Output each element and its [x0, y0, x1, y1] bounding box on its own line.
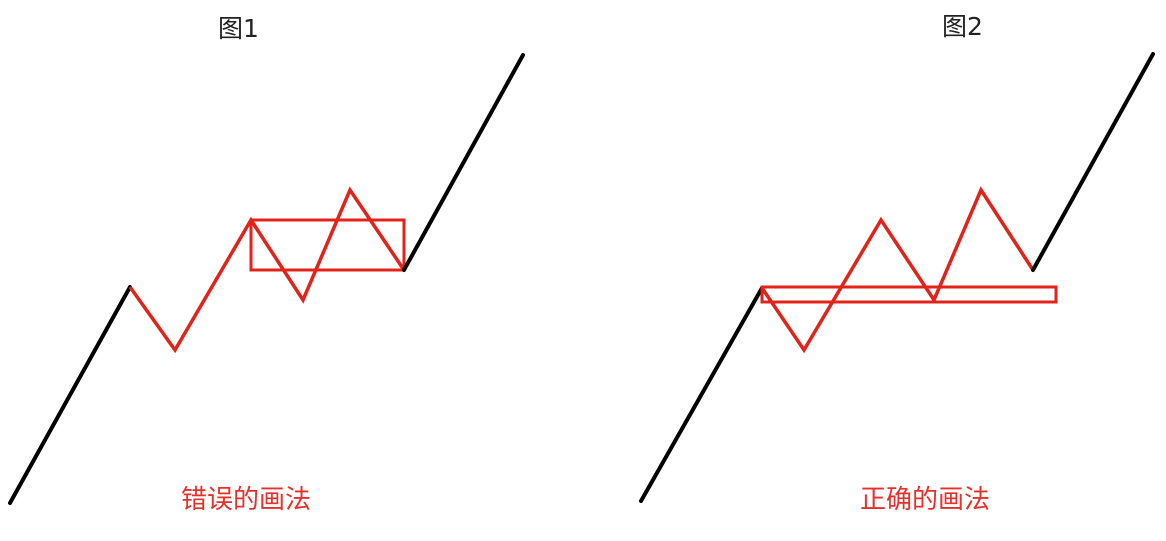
figure-1-box [249, 218, 406, 272]
figure-2-zigzag [760, 186, 1035, 354]
figure-2-box [760, 285, 1058, 304]
figure-1-caption: 错误的画法 [181, 485, 312, 515]
figure-1-uptrend-in [8, 285, 132, 505]
figure-2 [639, 52, 1155, 503]
figure-1-zigzag [128, 186, 406, 354]
figure-1-title: 图1 [218, 14, 259, 43]
figure-1-uptrend-out [402, 53, 525, 272]
figure-1 [8, 53, 525, 505]
figure-2-title: 图2 [942, 12, 983, 41]
figure-2-uptrend-out [1031, 52, 1155, 272]
figure-2-caption: 正确的画法 [860, 485, 991, 515]
figure-2-uptrend-in [639, 286, 764, 503]
